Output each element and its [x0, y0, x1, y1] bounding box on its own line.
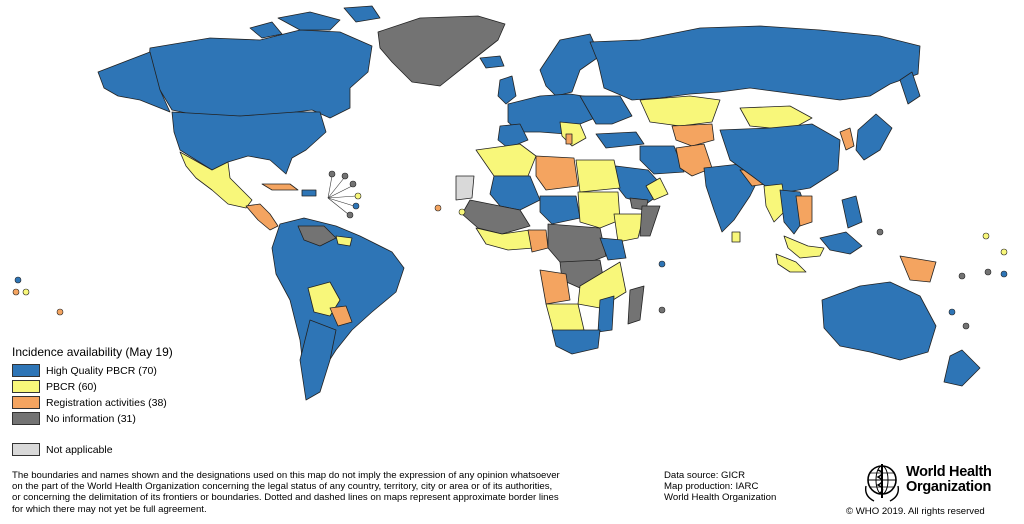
cuba: [261, 183, 299, 191]
legend-swatch: [12, 443, 40, 456]
japan: [855, 113, 893, 161]
legend-label: Registration activities (38): [46, 396, 167, 409]
legend-label: No information (31): [46, 412, 136, 425]
new-zealand: [943, 349, 981, 387]
turkey: [595, 131, 645, 149]
legend-label: PBCR (60): [46, 380, 97, 393]
legend-swatch: [12, 412, 40, 425]
balkans: [559, 121, 587, 147]
sahel-west: [461, 199, 531, 235]
central-america: [245, 203, 279, 231]
papua-new-guinea: [899, 255, 937, 283]
oman: [645, 177, 669, 201]
scandinavia: [539, 33, 601, 97]
copyright: © WHO 2019. All rights reserved: [846, 506, 985, 517]
source-info: Data source: GICR Map production: IARC W…: [664, 470, 834, 504]
mexico: [179, 151, 253, 209]
legend-item-no-information: No information (31): [12, 411, 212, 426]
kazakhstan: [639, 95, 721, 127]
indonesia-east: [819, 231, 863, 255]
disclaimer-line: The boundaries and names shown and the d…: [12, 470, 560, 481]
legend-label: High Quality PBCR (70): [46, 364, 157, 377]
legend-item-pbcr: PBCR (60): [12, 379, 212, 394]
mongolia: [739, 105, 813, 131]
arctic-islands: [249, 5, 381, 39]
caribbean-callouts: [327, 170, 362, 219]
disclaimer-line: on the part of the World Health Organiza…: [12, 481, 553, 493]
nigeria: [527, 229, 549, 253]
who-emblem-icon: [864, 464, 900, 502]
hispaniola: [301, 189, 317, 197]
iran: [639, 145, 685, 175]
albania: [565, 133, 573, 145]
mozambique: [597, 295, 615, 333]
philippines: [841, 195, 863, 229]
legend-item-high-quality: High Quality PBCR (70): [12, 363, 212, 378]
kenya-uganda: [599, 237, 627, 261]
who-name-line: Organization: [906, 479, 992, 495]
niger-chad: [539, 195, 581, 225]
china: [719, 123, 841, 195]
greenland: [377, 15, 506, 87]
madagascar: [627, 285, 645, 325]
sri-lanka: [731, 231, 741, 243]
disclaimer-line: or concerning the delimitation of its fr…: [12, 492, 559, 504]
russia-far-east-island: [899, 71, 921, 105]
central-africa: [547, 223, 607, 267]
uk-ireland: [497, 75, 517, 105]
central-asia: [671, 123, 715, 147]
egypt: [575, 159, 621, 193]
namibia-botswana: [545, 303, 585, 335]
ethiopia: [613, 213, 645, 243]
usa: [171, 111, 327, 175]
indonesia-west: [775, 253, 807, 273]
legend-label: Not applicable: [46, 443, 113, 456]
vietnam-cambodia: [795, 195, 813, 227]
sudan: [577, 191, 621, 229]
who-name-line: World Health: [906, 464, 992, 480]
southern-cone: [299, 319, 337, 401]
somalia: [639, 205, 661, 237]
source-organization: World Health Organization: [664, 492, 777, 504]
alaska: [97, 51, 171, 113]
map-production: Map production: IARC: [664, 481, 759, 493]
legend-swatch: [12, 364, 40, 377]
eastern-europe: [579, 95, 633, 125]
canada: [147, 29, 373, 119]
australia: [821, 281, 937, 361]
island-dots: [12, 204, 1008, 330]
legend-swatch: [12, 396, 40, 409]
legend-title: Incidence availability (May 19): [12, 345, 173, 359]
disclaimer-line: for which there may not yet be full agre…: [12, 503, 207, 515]
morocco-algeria: [475, 143, 537, 177]
suriname: [335, 235, 353, 247]
iceland: [479, 55, 505, 69]
legend-swatch: [12, 380, 40, 393]
libya: [535, 155, 579, 191]
afghanistan-pakistan: [675, 143, 713, 177]
angola: [539, 269, 571, 305]
map-legend: Incidence availability (May 19) High Qua…: [12, 345, 212, 427]
russia: [589, 25, 921, 101]
venezuela-guyana: [297, 225, 337, 247]
paraguay: [329, 305, 353, 327]
who-name: World Health Organization: [906, 465, 992, 495]
western-sahara: [455, 175, 475, 201]
korea: [839, 127, 855, 151]
north-west-africa: [489, 175, 541, 211]
data-source: Data source: GICR: [664, 470, 746, 481]
malaysia: [783, 235, 825, 259]
map-disclaimer: The boundaries and names shown and the d…: [12, 470, 652, 515]
legend-item-registration: Registration activities (38): [12, 395, 212, 410]
south-africa: [551, 329, 601, 355]
legend-item-not-applicable: Not applicable: [12, 443, 113, 456]
